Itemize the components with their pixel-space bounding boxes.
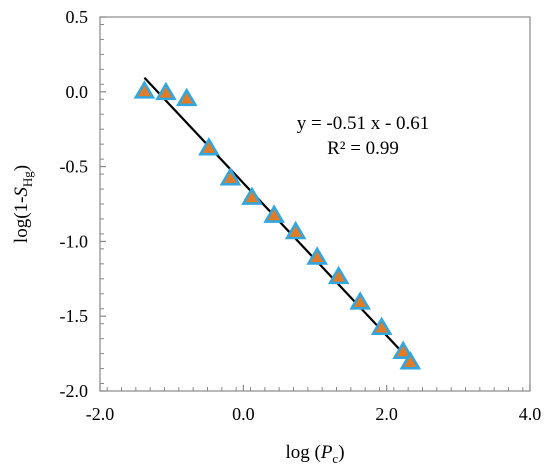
equation-annotation: y = -0.51 x - 0.61 (297, 113, 430, 134)
data-point-triangle (241, 186, 263, 205)
x-axis-title-sub: c (332, 451, 338, 466)
plot-area (99, 16, 531, 392)
data-point-triangle (219, 166, 242, 186)
data-point-triangle (392, 340, 414, 359)
x-tick-label: 4.0 (519, 404, 542, 424)
data-point-triangle (327, 265, 350, 285)
data-point-triangle (284, 220, 307, 240)
y-tick-label: -1.0 (60, 231, 89, 251)
y-tick-label: -0.5 (60, 157, 89, 177)
r-squared-annotation: R² = 0.99 (327, 138, 399, 159)
y-axis-title-suffix: ) (11, 165, 32, 171)
data-points (133, 80, 422, 370)
y-axis-title-sub: Hg (20, 171, 35, 187)
data-point-triangle (133, 80, 156, 99)
y-tick-label: 0.5 (66, 7, 89, 27)
data-point-triangle (175, 87, 198, 107)
y-axis: 0.5 0.0 -0.5 -1.0 -1.5 -2.0 (60, 7, 106, 401)
data-point-triangle (370, 316, 393, 336)
y-tick-label: -1.5 (60, 306, 89, 326)
data-point-triangle (399, 351, 422, 370)
x-tick-label: -2.0 (86, 404, 115, 424)
x-axis-title: log (Pc) (285, 442, 344, 466)
y-axis-title-prefix: log(1- (11, 197, 32, 243)
x-axis: -2.0 0.0 2.0 4.0 (86, 385, 542, 424)
data-point-triangle (198, 137, 220, 156)
x-tick-label: 0.0 (232, 404, 255, 424)
data-point-triangle (263, 204, 285, 223)
y-axis-title-italic: S (11, 187, 32, 197)
y-tick-label: -2.0 (60, 381, 89, 401)
x-axis-title-suffix: ) (338, 442, 344, 463)
data-point-triangle (155, 81, 177, 101)
data-point-triangle (306, 246, 328, 265)
y-tick-label: 0.0 (66, 82, 89, 102)
x-axis-title-italic: P (320, 442, 333, 463)
x-tick-label: 2.0 (375, 404, 398, 424)
x-axis-title-prefix: log ( (285, 442, 320, 463)
data-point-triangle (349, 291, 371, 310)
y-axis-title: log(1-SHg) (11, 165, 35, 243)
